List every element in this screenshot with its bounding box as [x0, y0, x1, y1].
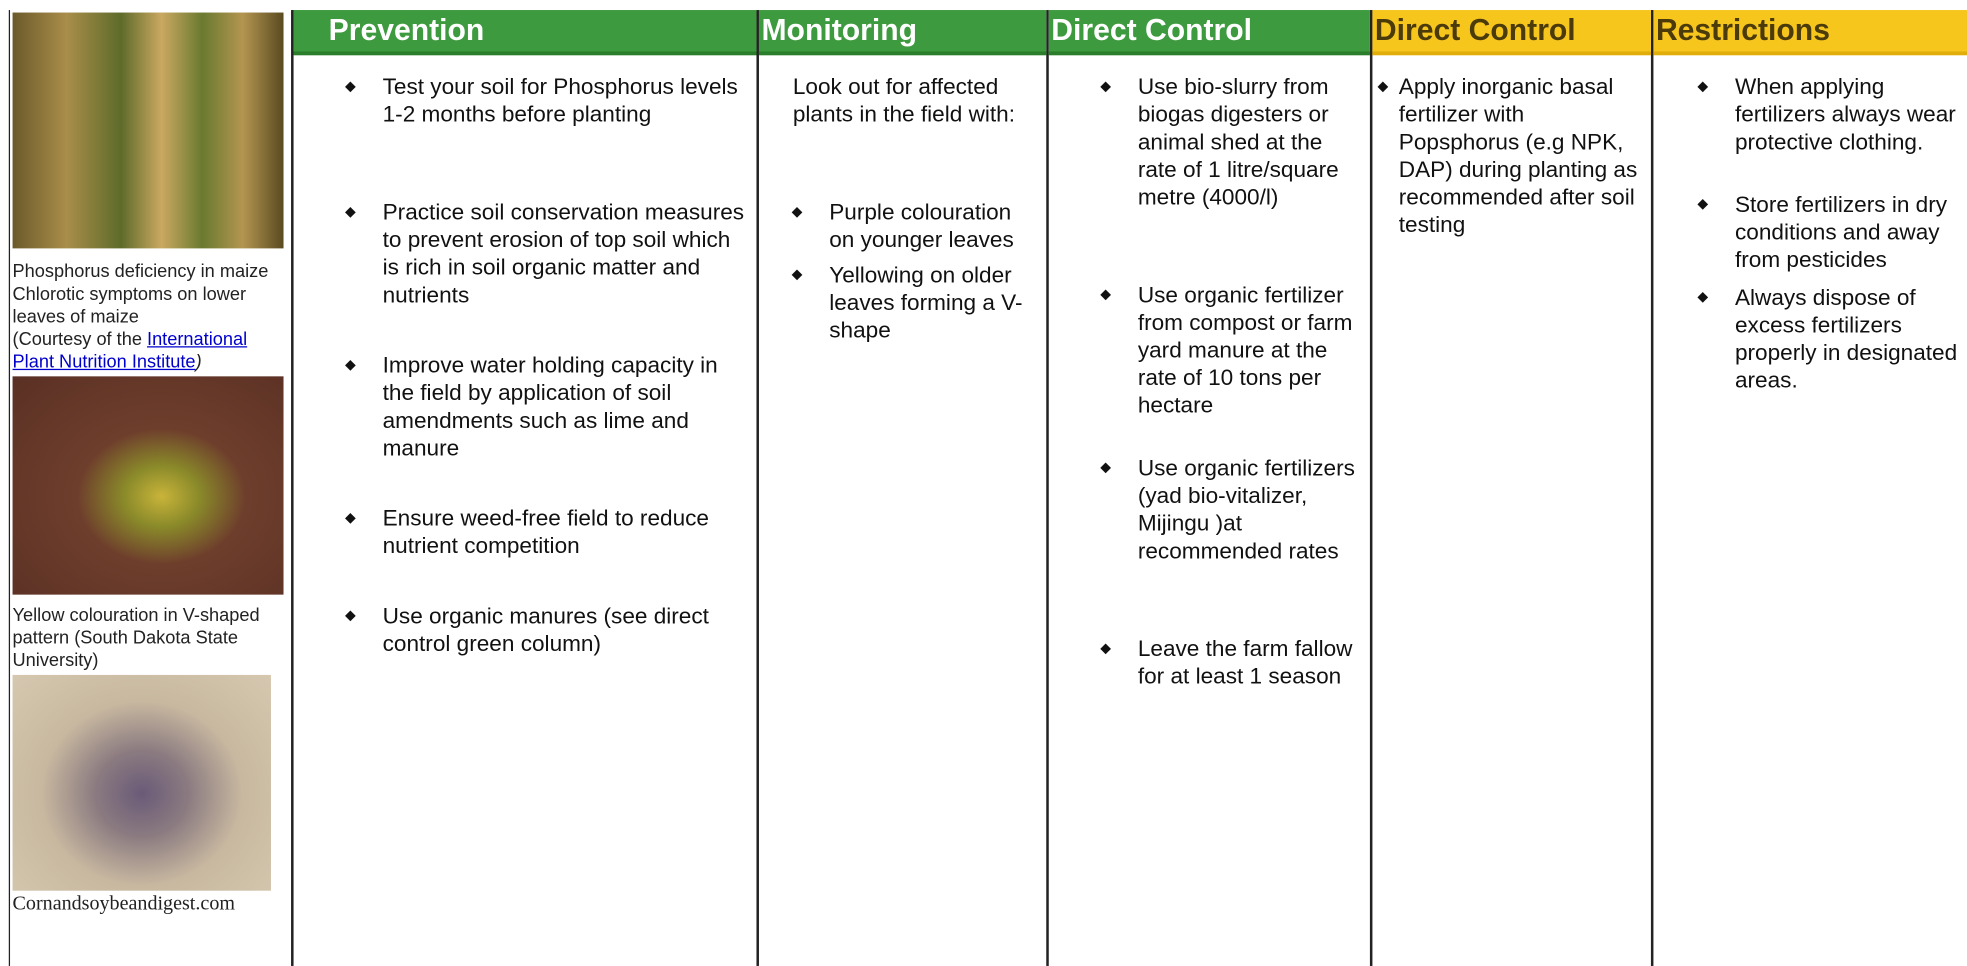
column-header: Direct Control	[1372, 10, 1651, 56]
border	[8, 10, 11, 966]
bullet-item: Practice soil conservation measures to p…	[345, 198, 747, 308]
caption: Yellow colouration in V-shaped pattern (…	[12, 605, 260, 672]
leaf-photo	[12, 376, 284, 595]
bullet-item: Leave the farm fallow for at least 1 sea…	[1100, 635, 1364, 690]
bullet-item: Apply inorganic basal fertilizer with Po…	[1377, 73, 1647, 239]
bullet-item: Purple colouration on younger leaves	[792, 198, 1042, 253]
border	[1369, 10, 1373, 966]
seedling-photo	[12, 674, 271, 891]
caption-text: (Courtesy of the	[12, 329, 148, 351]
caption-line: Phosphorus deficiency in maize	[12, 262, 269, 283]
column-header: Prevention	[293, 10, 757, 56]
caption-line: Plant Nutrition Institute)	[13, 351, 314, 374]
caption-text: )	[195, 352, 202, 373]
maize-photo	[12, 12, 284, 249]
border	[291, 10, 294, 966]
bullet-item: When applying fertilizers always wear pr…	[1697, 73, 1967, 156]
caption: Cornandsoybeandigest.com	[12, 893, 235, 915]
bullet-item: Ensure weed-free field to reduce nutrien…	[345, 504, 753, 559]
bullet-item: Use organic fertilizer from compost or f…	[1100, 281, 1364, 419]
bullet-item: Yellowing on older leaves forming a V-sh…	[792, 261, 1042, 344]
column-header: Restrictions	[1653, 10, 1967, 56]
bullet-item: Use organic manures (see direct control …	[345, 602, 753, 657]
column-header: Monitoring	[758, 10, 1047, 56]
intro-text: Look out for affected plants in the fiel…	[792, 74, 1016, 127]
link[interactable]: Plant Nutrition Institute	[12, 352, 196, 373]
caption-line: (Courtesy of the International	[13, 329, 314, 352]
border	[1046, 10, 1049, 966]
link[interactable]: International	[147, 329, 248, 351]
bullet-item: Use organic fertilizers (yad bio-vitaliz…	[1100, 454, 1364, 564]
caption: Phosphorus deficiency in maize Chlorotic…	[13, 261, 314, 374]
bullet-item: Test your soil for Phosphorus levels 1-2…	[345, 73, 747, 128]
border	[1650, 10, 1654, 966]
bullet-item: Always dispose of excess fertilizers pro…	[1697, 284, 1967, 394]
bullet-item: Improve water holding capacity in the fi…	[345, 351, 747, 461]
border	[756, 10, 759, 966]
caption-line: leaves of maize	[12, 307, 139, 328]
bullet-item: Store fertilizers in dry conditions and …	[1697, 191, 1967, 274]
bullet-item: Use bio-slurry from biogas digesters or …	[1100, 73, 1364, 211]
caption-line: Chlorotic symptoms on lower	[12, 284, 247, 305]
column-header: Direct Control	[1048, 10, 1370, 56]
